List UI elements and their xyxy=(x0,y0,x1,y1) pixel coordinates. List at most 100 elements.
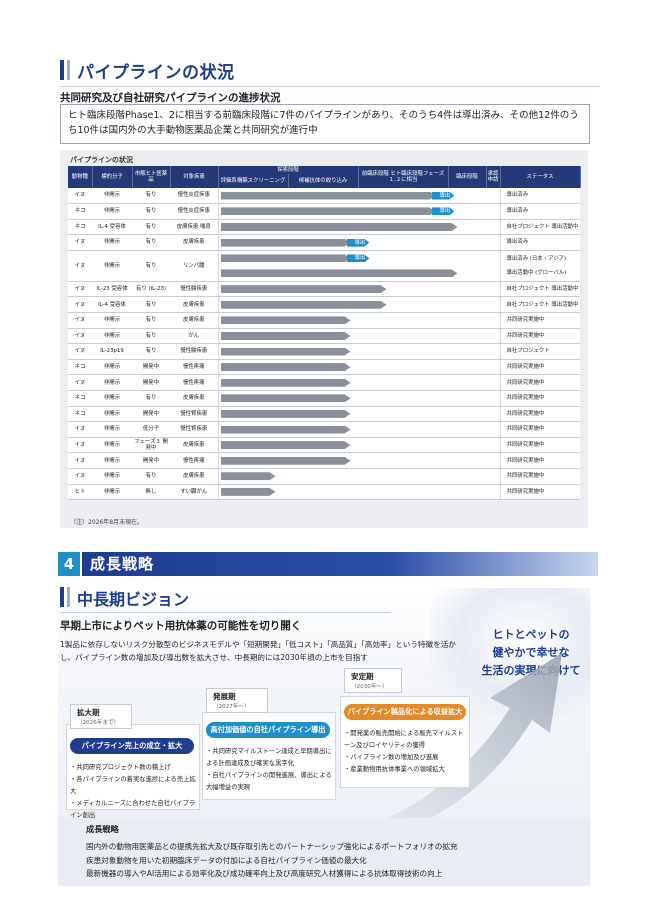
vision-lead: 早期上市によりペット用抗体薬の可能性を切り開く xyxy=(60,620,302,632)
progress-arrow xyxy=(221,316,351,324)
status-text: 導出済み xyxy=(506,192,529,199)
cell-marketed: 有り xyxy=(132,234,170,251)
bullet: 共同研究プロジェクト数の積上げ xyxy=(70,762,200,774)
cell-progress xyxy=(217,468,501,485)
cell-progress xyxy=(217,421,501,438)
cell-progress: 導出 xyxy=(217,203,501,220)
chapter-number: 4 xyxy=(58,552,80,576)
cell-status: 導出済み xyxy=(500,203,581,220)
intro-box: ヒト臨床段階Phase1、2に相当する前臨床段階に7件のパイプラインがあり、その… xyxy=(60,104,590,144)
cell-status: 自社プロジェクト 導出活動中 xyxy=(500,296,581,314)
cell-disease: 慢性炎症疾患 xyxy=(170,188,218,205)
status-text: 共同研究実施中 xyxy=(506,395,545,402)
pipeline-row: イヌ 非開示 開発中 慢性疼痛 共同研究実施中 xyxy=(68,374,581,392)
heading-rule xyxy=(60,86,600,87)
progress-arrow xyxy=(221,379,351,387)
status-text: 自社プロジェクト 導出活動中 xyxy=(506,286,579,293)
cell-disease: 皮膚疾患 xyxy=(170,390,218,407)
cell-target: 非開示 xyxy=(92,250,132,282)
section-title: パイプラインの状況 xyxy=(77,63,235,83)
cell-status: 共同研究実施中 xyxy=(500,359,581,376)
status-text: 共同研究実施中 xyxy=(506,317,545,324)
cell-disease: 皮膚疾患 xyxy=(170,234,218,251)
table-note: （注）2026年8月末現在。 xyxy=(70,519,144,526)
cell-progress xyxy=(217,452,501,469)
status-text: 導出活動中 (グローバル) xyxy=(506,269,567,276)
bullet: 産業動物用抗体事業への領域拡大 xyxy=(344,764,468,776)
cell-status: 導出済み xyxy=(500,234,581,251)
cell-species: イヌ xyxy=(68,343,92,360)
progress-arrow xyxy=(221,207,436,215)
cell-target: 非開示 xyxy=(92,328,132,345)
phase-development-tab: 発展期 （2027年～） xyxy=(206,688,268,713)
cell-disease: リンパ腫 xyxy=(170,250,218,282)
cell-disease: 慢性疼痛 xyxy=(170,359,218,376)
status-text: 共同研究実施中 xyxy=(506,332,545,339)
cell-marketed: 開発中 xyxy=(132,452,170,469)
licensed-tag: 導出 xyxy=(347,254,370,262)
pipeline-row: イヌ 非開示 有り 皮膚疾患 共同研究実施中 xyxy=(68,468,581,485)
cell-target: 非開示 xyxy=(92,406,132,423)
strategy-item: 最新機器の導入やAI活用による効率化及び成功確率向上及び高度研究人材獲得による抗… xyxy=(86,869,443,878)
cell-target: 非開示 xyxy=(92,437,132,454)
pipeline-row: イヌ 非開示 有り 慢性炎症疾患 導出 導出済み xyxy=(68,188,581,205)
cell-disease: 慢性腸疾患 xyxy=(170,343,218,360)
cell-progress xyxy=(217,296,501,314)
section-subtitle: 共同研究及び自社研究パイプラインの進捗状況 xyxy=(60,92,281,104)
bullet: 自社パイプラインの開発進展、導出による大幅増益の実現 xyxy=(206,770,334,794)
cell-disease: 慢性疼痛 xyxy=(170,452,218,469)
progress-arrow xyxy=(221,239,351,247)
cell-status: 自社プロジェクト xyxy=(500,343,581,360)
cell-target: 非開示 xyxy=(92,234,132,251)
cell-marketed: 開発中 xyxy=(132,374,170,392)
cell-marketed: 有り xyxy=(132,343,170,360)
pipeline-row: ネコ 非開示 有り 慢性炎症疾患 導出 導出済み xyxy=(68,203,581,220)
cell-status: 共同研究実施中 xyxy=(500,328,581,345)
cell-progress: 導出 xyxy=(217,188,501,205)
cell-status: 共同研究実施中 xyxy=(500,390,581,407)
cell-marketed: 有り xyxy=(132,203,170,220)
cell-species: イヌ xyxy=(68,250,92,282)
heading-accent-bar xyxy=(60,587,64,607)
status-text: 自社プロジェクト 導出活動中 xyxy=(506,223,579,230)
cell-species: ヒト xyxy=(68,484,92,501)
cell-marketed: フェーズ３ 開発中 xyxy=(132,437,170,454)
cell-target: IL-4 受容体 xyxy=(92,219,132,236)
cell-species: イヌ xyxy=(68,421,92,438)
cell-species: イヌ xyxy=(68,468,92,485)
status-text: 共同研究実施中 xyxy=(506,364,545,371)
progress-arrow xyxy=(221,254,351,262)
cell-marketed: 無し xyxy=(132,484,170,501)
progress-arrow xyxy=(221,441,351,449)
vision-text: 1製品に依存しないリスク分散型のビジネスモデルや「短期開発」「低コスト」「高品質… xyxy=(60,640,456,662)
progress-arrow xyxy=(221,363,351,371)
phase-development-bullets: 共同研究マイルストーン達成と早期導出による計画達成及び確実な黒字化 自社パイプラ… xyxy=(206,746,334,794)
cell-target: 非開示 xyxy=(92,374,132,392)
phase-stable-bullets: 開発薬の販売開始による販売マイルストーン及びロイヤリティの獲得 パイプライン数の… xyxy=(344,728,468,776)
header-optimization: 候補抗体の絞り込み xyxy=(288,174,359,188)
cell-status: 共同研究実施中 xyxy=(500,484,581,501)
status-text: 共同研究実施中 xyxy=(506,426,545,433)
cell-status: 共同研究実施中 xyxy=(500,312,581,329)
cell-disease: 皮膚疾患 xyxy=(170,296,218,314)
licensed-tag: 導出 xyxy=(432,207,455,215)
heading-accent-bar xyxy=(60,60,64,80)
cell-disease: 皮膚疾患 xyxy=(170,437,218,454)
cell-species: ネコ xyxy=(68,203,92,220)
header-target: 標的分子 xyxy=(92,166,133,188)
progress-arrow xyxy=(221,269,458,277)
heading-rule xyxy=(60,612,390,613)
pipeline-row: イヌ 非開示 フェーズ３ 開発中 皮膚疾患 共同研究実施中 xyxy=(68,437,581,454)
progress-arrow xyxy=(221,192,436,200)
bullet: 開発薬の販売開始による販売マイルストーン及びロイヤリティの獲得 xyxy=(344,728,468,752)
pipeline-row: イヌ IL-23 受容体 有り (IL-23) 慢性腸疾患 自社プロジェクト 導出活動中 xyxy=(68,281,581,298)
cell-disease: 皮膚疾患 喘息 xyxy=(170,219,218,236)
cell-disease: 慢性腎疾患 xyxy=(170,406,218,423)
cell-disease: 慢性腸疾患 xyxy=(170,281,218,298)
bullet: 各パイプラインの着実な進捗による売上拡大 xyxy=(70,774,200,798)
cell-progress xyxy=(217,374,501,392)
cell-target: IL-23p19 xyxy=(92,343,132,360)
cell-disease: 慢性疼痛 xyxy=(170,374,218,392)
phase-stable-pill: パイプライン製品化による収益拡大 xyxy=(344,704,466,720)
progress-arrow xyxy=(221,394,351,402)
